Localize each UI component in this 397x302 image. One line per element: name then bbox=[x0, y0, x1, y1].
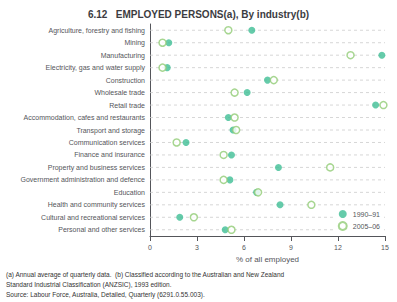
svg-text:Source: Labour Force, Australi: Source: Labour Force, Australia, Detaile… bbox=[6, 291, 205, 299]
svg-text:0: 0 bbox=[148, 244, 152, 251]
svg-text:Health and community services: Health and community services bbox=[48, 201, 146, 209]
svg-text:Mining: Mining bbox=[124, 39, 145, 47]
svg-text:2005–06: 2005–06 bbox=[353, 223, 380, 230]
svg-text:Agriculture, forestry and fish: Agriculture, forestry and fishing bbox=[49, 27, 146, 35]
svg-text:(a) Annual average of quarterl: (a) Annual average of quarterly data. (b… bbox=[6, 271, 285, 279]
svg-text:3: 3 bbox=[195, 244, 199, 251]
svg-text:Finance and insurance: Finance and insurance bbox=[74, 151, 145, 158]
svg-text:% of all employed: % of all employed bbox=[236, 255, 299, 264]
svg-text:Wholesale trade: Wholesale trade bbox=[94, 89, 145, 96]
svg-text:15: 15 bbox=[381, 244, 389, 251]
svg-text:Retail trade: Retail trade bbox=[109, 102, 145, 109]
svg-text:12: 12 bbox=[334, 244, 342, 251]
svg-text:Accommodation, cafes and resta: Accommodation, cafes and restaurants bbox=[24, 114, 146, 121]
svg-text:Manufacturing: Manufacturing bbox=[101, 52, 145, 60]
svg-text:Transport and storage: Transport and storage bbox=[76, 127, 145, 135]
svg-text:Personal and other services: Personal and other services bbox=[58, 226, 145, 233]
svg-text:Communication services: Communication services bbox=[69, 139, 146, 146]
svg-text:6: 6 bbox=[242, 244, 246, 251]
svg-text:1990–91: 1990–91 bbox=[353, 211, 380, 218]
svg-text:Standard Industrial Classifica: Standard Industrial Classification (ANZS… bbox=[6, 281, 172, 289]
svg-text:Property and business services: Property and business services bbox=[48, 164, 146, 172]
svg-text:Education: Education bbox=[114, 189, 145, 196]
svg-text:Cultural and recreational serv: Cultural and recreational services bbox=[41, 214, 145, 221]
svg-text:9: 9 bbox=[289, 244, 293, 251]
svg-text:6.12 EMPLOYED PERSONS(a), By: 6.12 EMPLOYED PERSONS(a), By industry(b) bbox=[88, 9, 309, 20]
svg-text:Electricity, gas and water sup: Electricity, gas and water supply bbox=[46, 64, 146, 72]
svg-text:Construction: Construction bbox=[106, 77, 145, 84]
svg-text:Government administration and: Government administration and defence bbox=[20, 176, 145, 183]
